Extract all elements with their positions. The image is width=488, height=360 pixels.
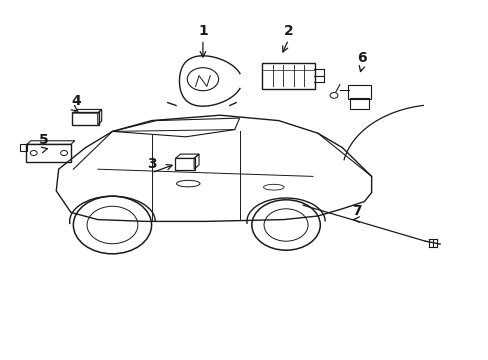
Text: 7: 7 <box>351 204 361 217</box>
Text: 6: 6 <box>356 51 366 64</box>
Text: 1: 1 <box>198 24 207 37</box>
Text: 3: 3 <box>146 157 156 171</box>
Text: 2: 2 <box>283 24 293 37</box>
Text: 5: 5 <box>39 134 49 147</box>
Text: 4: 4 <box>71 94 81 108</box>
